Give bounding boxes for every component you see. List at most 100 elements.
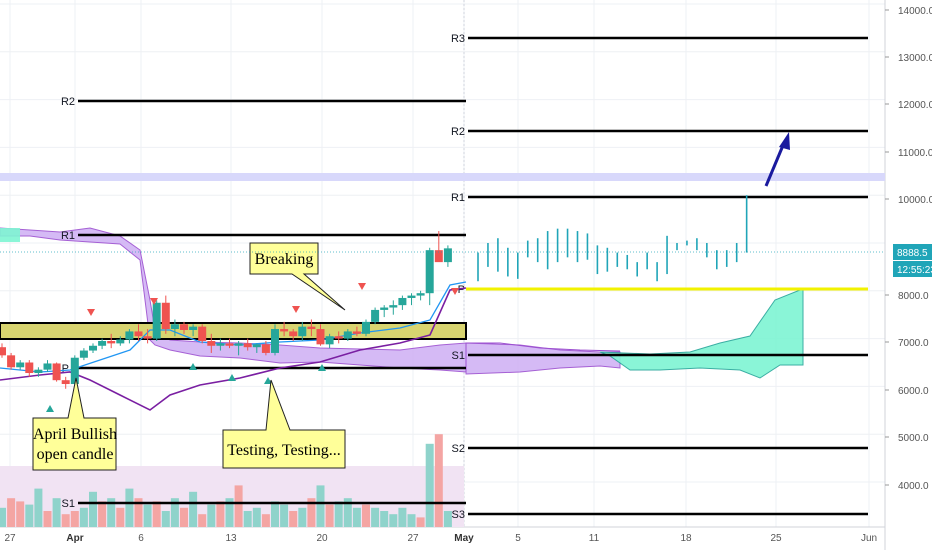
candle-body-39 — [352, 331, 361, 334]
candle-body-25 — [225, 343, 234, 346]
xtick-label-6: May — [454, 533, 474, 544]
candles — [0, 231, 452, 389]
volume-bar-9 — [79, 507, 88, 527]
candle-body-36 — [325, 336, 334, 345]
candle-body-1 — [7, 355, 16, 368]
candle-body-12 — [107, 340, 116, 344]
candle-body-26 — [234, 343, 243, 346]
candle-body-3 — [25, 362, 34, 374]
candle-body-21 — [189, 326, 198, 330]
candle-body-0 — [0, 347, 6, 356]
candle-body-37 — [334, 336, 343, 339]
volume-bar-23 — [207, 504, 216, 527]
up-arrow — [764, 132, 790, 187]
buy-marker-2 — [228, 374, 236, 381]
pivot-label-10: S3 — [452, 509, 465, 521]
candle-body-43 — [389, 305, 398, 308]
lagging-line — [0, 287, 467, 411]
pivot-label-6: R1 — [451, 192, 465, 204]
candle-body-15 — [134, 331, 143, 337]
candle-body-24 — [216, 343, 225, 346]
sell-marker-3 — [358, 283, 366, 290]
candle-body-45 — [407, 295, 416, 298]
sell-marker-4 — [451, 288, 459, 295]
candle-body-30 — [271, 329, 279, 353]
candle-body-40 — [362, 321, 370, 334]
volume-bar-5 — [43, 511, 52, 527]
callout-testing-box — [222, 379, 346, 469]
arrow-shaft — [764, 142, 786, 187]
xtick-label-5: 27 — [407, 533, 419, 544]
callout-april-line1: April Bullish — [33, 426, 117, 443]
signal-markers — [46, 283, 459, 412]
volume-bar-49 — [443, 511, 452, 527]
callout-april-box — [32, 377, 117, 471]
volume-bar-0 — [0, 507, 6, 527]
candle-body-8 — [70, 357, 79, 385]
pivot-label-9: S2 — [452, 443, 465, 455]
price-tag-box — [893, 244, 932, 260]
volume-bar-6 — [52, 498, 61, 527]
countdown-label: 12:55:23 — [897, 265, 932, 276]
arrow-head — [779, 132, 790, 150]
volume-bar-3 — [25, 504, 34, 527]
volume-bar-28 — [252, 507, 261, 527]
ytick-label-9: 4000.0 — [898, 481, 929, 492]
candle-body-20 — [180, 324, 188, 330]
candle-body-17 — [152, 302, 161, 339]
volume-bar-46 — [416, 517, 425, 527]
volume-bar-21 — [189, 491, 198, 527]
volume-bar-32 — [289, 511, 298, 527]
cloud-left-bull — [0, 228, 20, 242]
pivot-label-0: R2 — [61, 96, 75, 108]
xtick-label-2: 6 — [138, 533, 144, 544]
xtick-label-4: 20 — [316, 533, 328, 544]
ytick-label-1: 13000.0 — [898, 53, 932, 64]
candle-body-35 — [316, 329, 325, 345]
candle-body-41 — [371, 309, 380, 322]
volume-bar-41 — [371, 507, 380, 527]
volume-bar-2 — [16, 501, 25, 527]
candle-body-13 — [116, 339, 125, 344]
ytick-label-6: 7000.0 — [898, 338, 929, 349]
volume-bar-27 — [243, 511, 252, 527]
volume-bar-18 — [161, 511, 170, 527]
candle-body-6 — [52, 363, 61, 381]
volume-bar-43 — [389, 514, 398, 527]
pivot-label-3: S1 — [62, 498, 75, 510]
volume-bar-10 — [89, 491, 97, 527]
callout-testing-text: Testing, Testing... — [227, 442, 340, 459]
callout-breaking-text: Breaking — [255, 251, 314, 268]
volume-bar-29 — [261, 514, 270, 527]
ytick-label-2: 12000.0 — [898, 100, 932, 111]
sell-marker-2 — [292, 306, 300, 313]
support-highlight-band — [0, 322, 467, 340]
ytick-label-3: 11000.0 — [898, 148, 932, 159]
callout-breaking-box — [249, 242, 346, 311]
volume-bar-31 — [280, 504, 289, 527]
xtick-label-7: 5 — [515, 533, 521, 544]
candle-body-33 — [298, 326, 307, 337]
volume-bar-37 — [334, 501, 343, 527]
candle-body-22 — [198, 326, 207, 341]
pivot-label-7: P — [458, 284, 465, 296]
candle-body-9 — [79, 350, 88, 358]
xtick-label-11: Jun — [861, 533, 877, 544]
volume-bar-1 — [7, 498, 16, 527]
volume-bar-19 — [170, 498, 179, 527]
ytick-label-8: 5000.0 — [898, 433, 929, 444]
xtick-label-9: 18 — [680, 533, 692, 544]
volume-bars — [0, 434, 452, 527]
volume-bar-15 — [134, 498, 143, 527]
volume-bar-30 — [271, 501, 279, 527]
candle-body-31 — [280, 329, 289, 332]
candle-body-47 — [425, 250, 434, 294]
buy-marker-1 — [189, 363, 197, 370]
sell-marker-0 — [87, 309, 95, 316]
ytick-label-5: 8000.0 — [898, 291, 929, 302]
volume-bar-26 — [234, 485, 243, 527]
candle-body-11 — [98, 340, 107, 346]
candle-body-48 — [434, 250, 443, 263]
candle-body-14 — [125, 331, 134, 340]
